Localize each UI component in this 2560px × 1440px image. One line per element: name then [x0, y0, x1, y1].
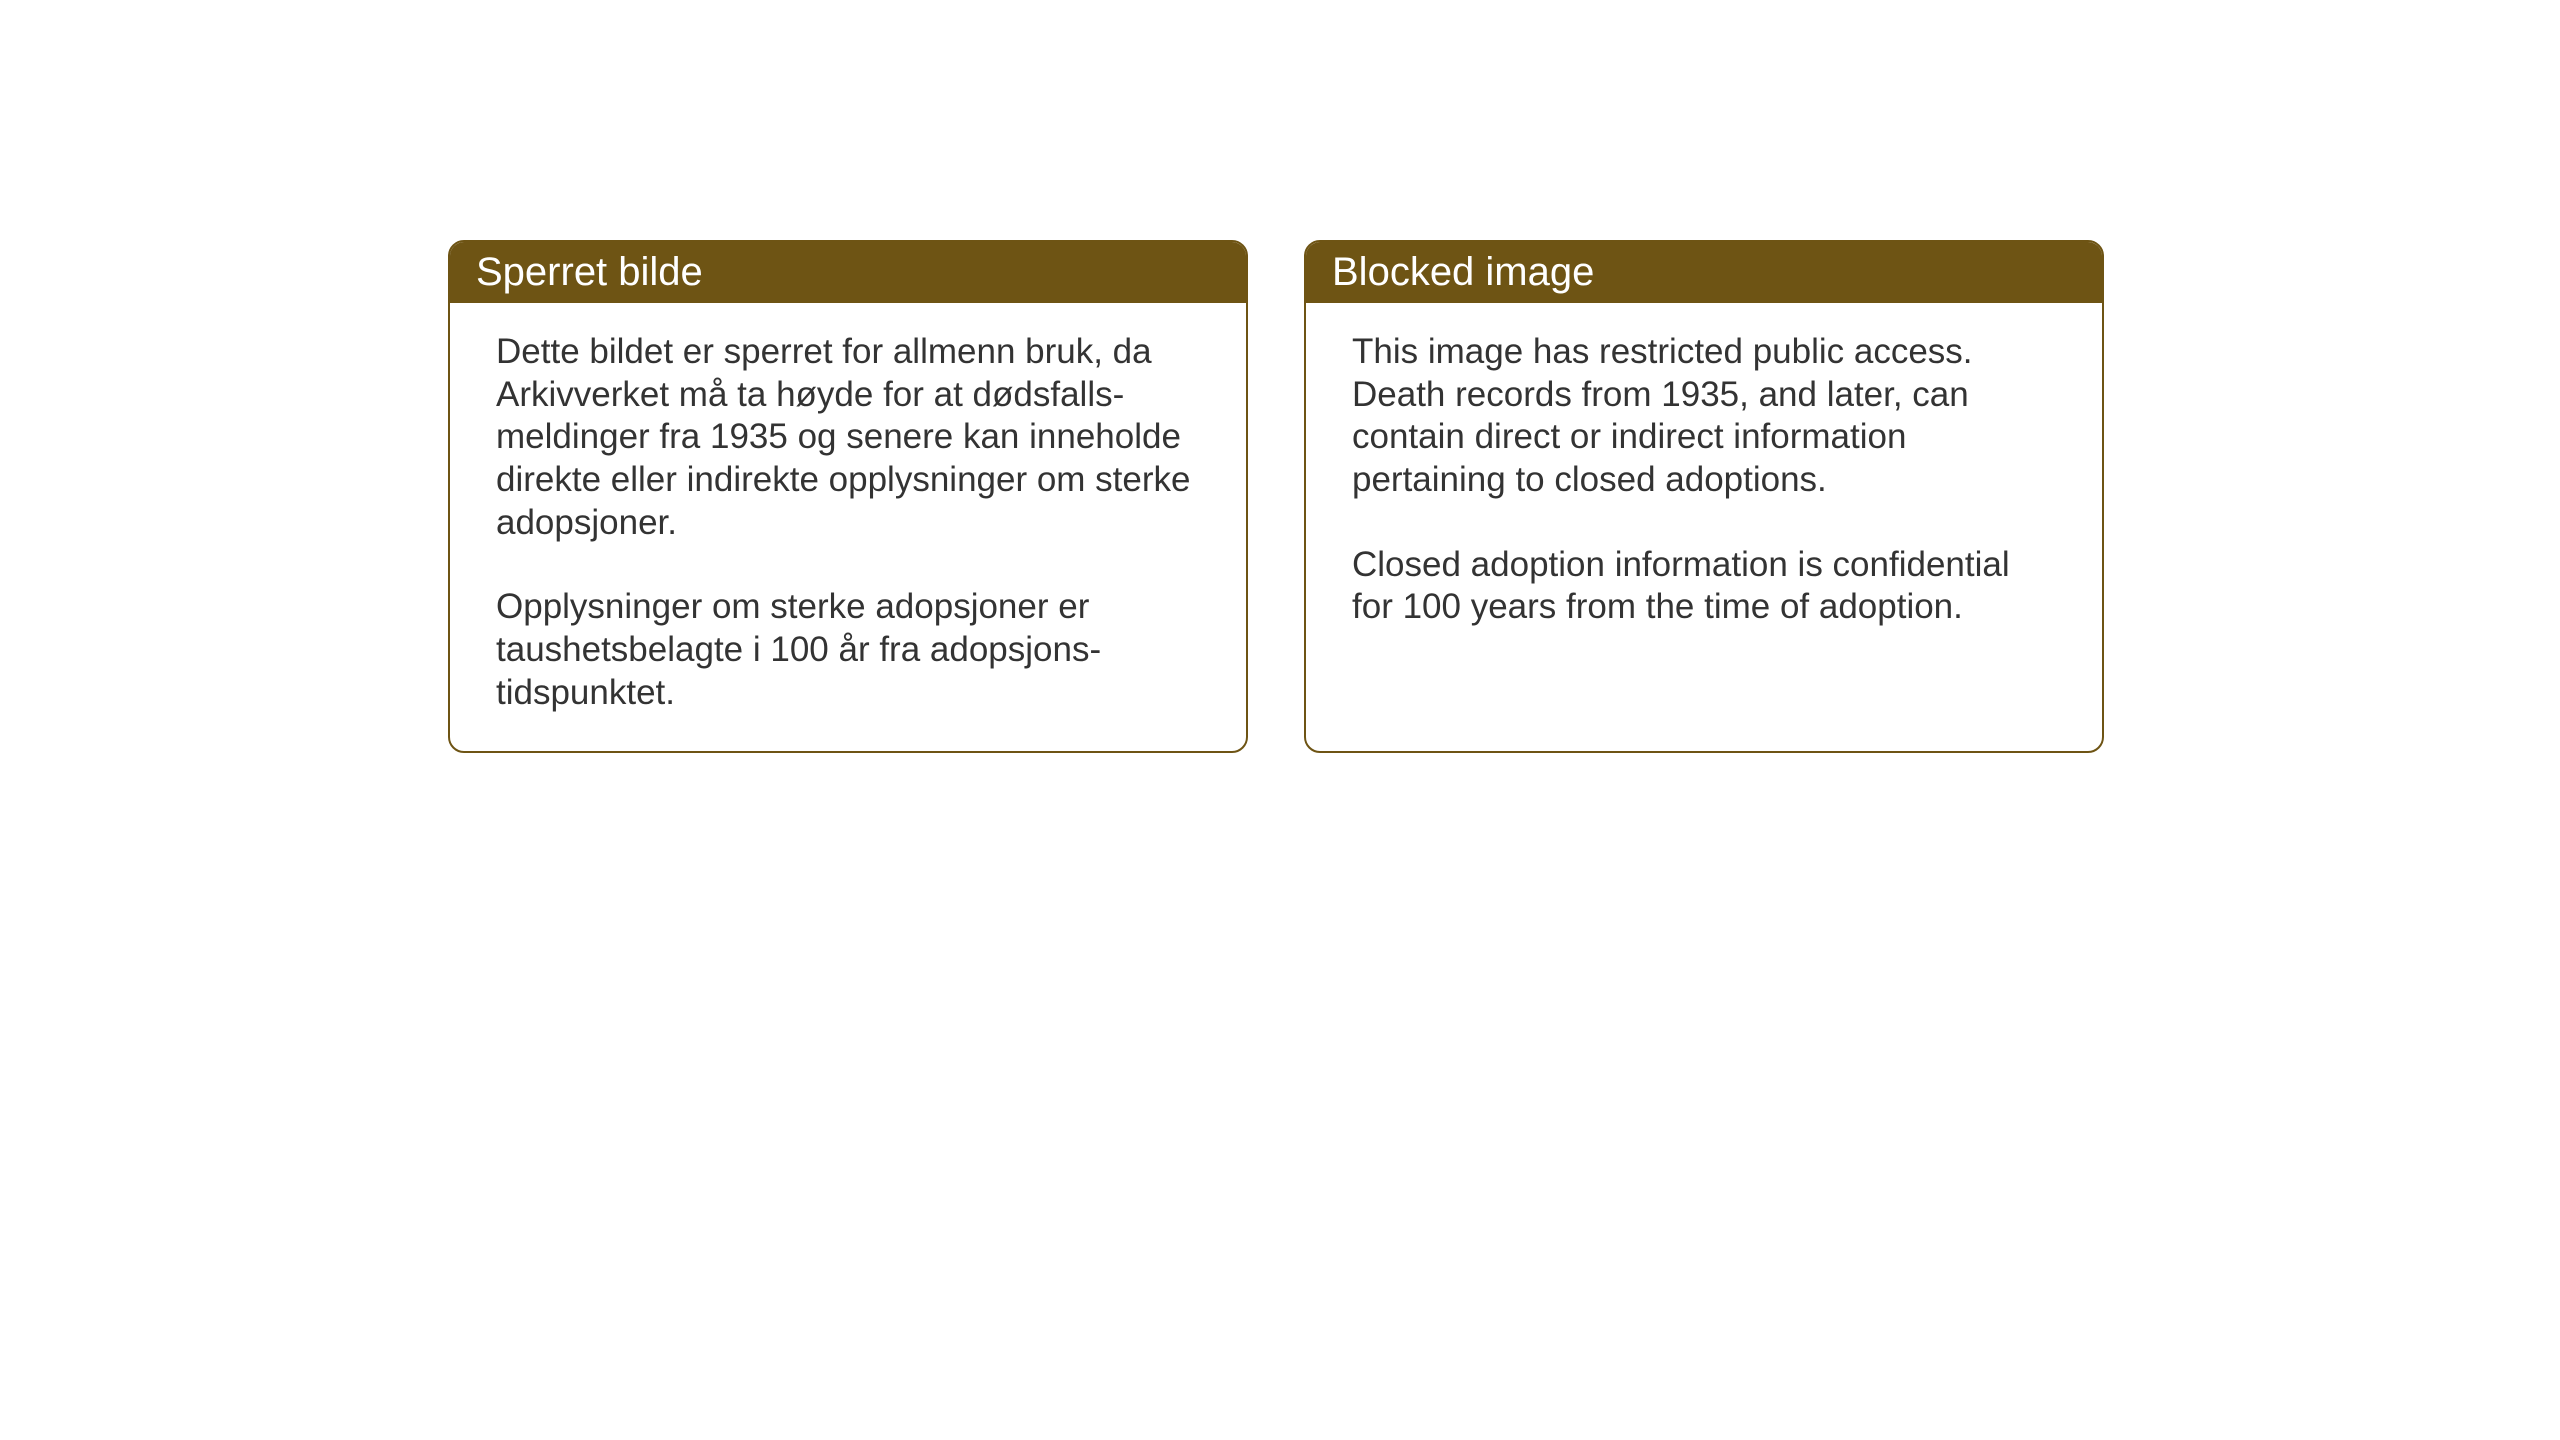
norwegian-card-title: Sperret bilde — [476, 250, 703, 294]
norwegian-card: Sperret bilde Dette bildet er sperret fo… — [448, 240, 1248, 753]
cards-container: Sperret bilde Dette bildet er sperret fo… — [448, 240, 2104, 753]
norwegian-card-body: Dette bildet er sperret for allmenn bruk… — [450, 303, 1246, 751]
norwegian-card-header: Sperret bilde — [450, 242, 1246, 303]
english-card: Blocked image This image has restricted … — [1304, 240, 2104, 753]
english-card-body: This image has restricted public access.… — [1306, 303, 2102, 723]
english-paragraph-1: This image has restricted public access.… — [1352, 331, 2056, 502]
english-card-header: Blocked image — [1306, 242, 2102, 303]
norwegian-paragraph-2: Opplysninger om sterke adopsjoner er tau… — [496, 586, 1200, 714]
english-card-title: Blocked image — [1332, 250, 1594, 294]
english-paragraph-2: Closed adoption information is confident… — [1352, 544, 2056, 629]
norwegian-paragraph-1: Dette bildet er sperret for allmenn bruk… — [496, 331, 1200, 544]
